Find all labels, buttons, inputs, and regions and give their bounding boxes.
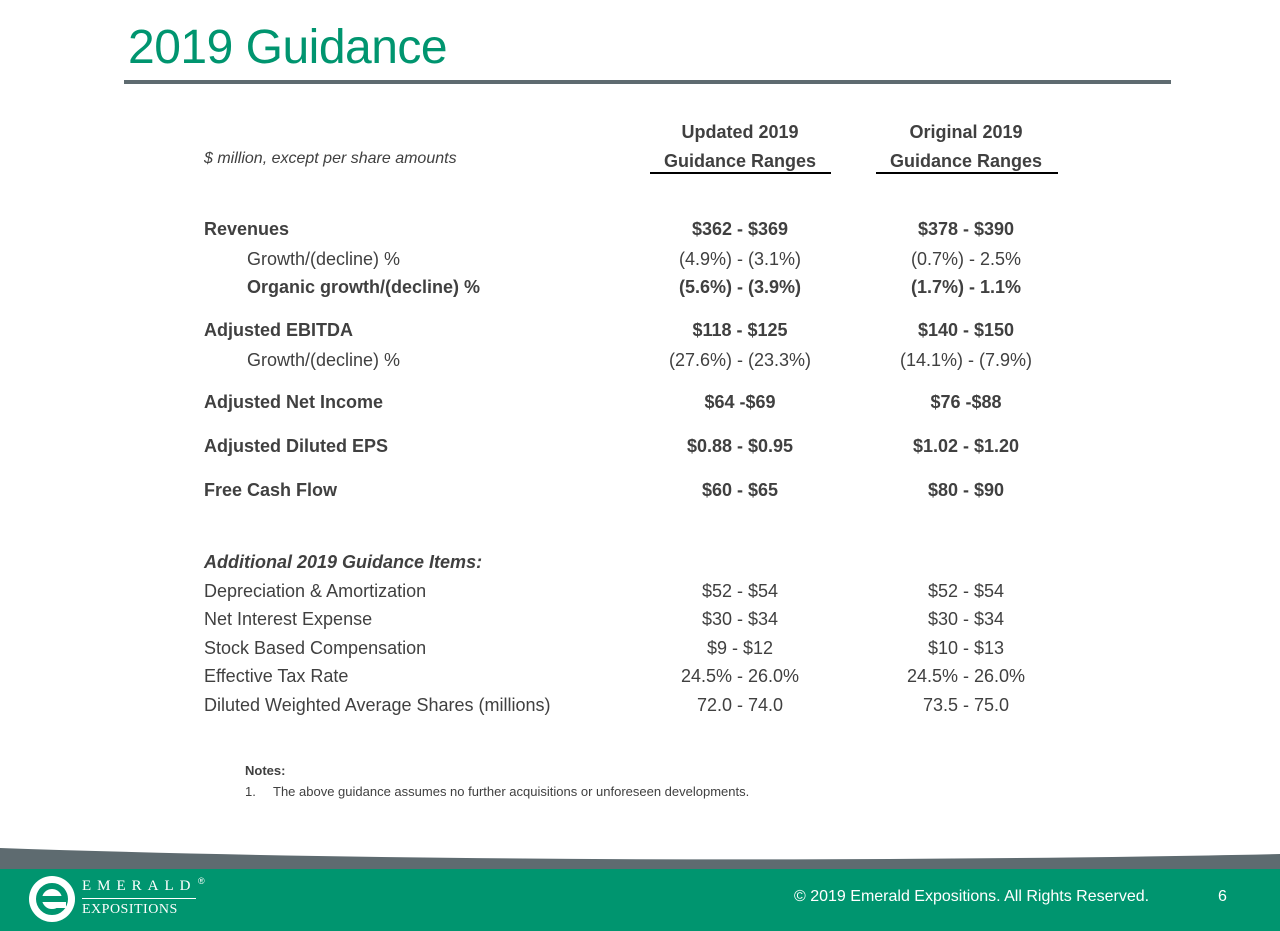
note-text: The above guidance assumes no further ac… (273, 784, 750, 799)
row-updated-value: (27.6%) - (23.3%) (668, 350, 812, 370)
notes-heading: Notes: (245, 763, 286, 778)
row-label: Adjusted Net Income (204, 392, 384, 412)
row-label: Stock Based Compensation (204, 638, 427, 658)
footer-bar (0, 869, 1280, 931)
logo-wordmark-bottom: EXPOSITIONS (82, 902, 178, 917)
page-title: 2019 Guidance (128, 21, 448, 74)
units-note: $ million, except per share amounts (204, 150, 457, 167)
table-row: Growth/(decline) % (4.9%) - (3.1%) (0.7%… (0, 246, 1280, 272)
row-updated-value: $64 -$69 (704, 392, 776, 412)
row-original-value: 73.5 - 75.0 (922, 695, 1010, 715)
col-original-header-line1: Original 2019 (909, 122, 1023, 142)
emerald-logo-icon (29, 876, 75, 922)
registered-mark: ® (198, 876, 205, 886)
additional-items-heading-text: Additional 2019 Guidance Items: (204, 552, 483, 572)
table-row: Net Interest Expense $30 - $34 $30 - $34 (0, 606, 1280, 632)
row-label: Revenues (204, 219, 290, 239)
row-original-value: $52 - $54 (927, 581, 1005, 601)
col-updated-header-line1: Updated 2019 (681, 122, 799, 142)
row-label: Adjusted EBITDA (204, 320, 354, 340)
row-label: Effective Tax Rate (204, 666, 349, 686)
col-original-underline (876, 172, 1058, 174)
table-row: Adjusted Net Income $64 -$69 $76 -$88 (0, 389, 1280, 415)
row-updated-value: $0.88 - $0.95 (686, 436, 794, 456)
col-updated-underline (650, 172, 831, 174)
row-original-value: $140 - $150 (917, 320, 1015, 340)
table-row: Effective Tax Rate 24.5% - 26.0% 24.5% -… (0, 663, 1280, 689)
title-underline (124, 80, 1171, 84)
row-label: Adjusted Diluted EPS (204, 436, 389, 456)
row-label: Growth/(decline) % (247, 350, 401, 370)
row-label: Growth/(decline) % (247, 249, 401, 269)
row-original-value: $1.02 - $1.20 (912, 436, 1020, 456)
row-original-value: (1.7%) - 1.1% (910, 277, 1022, 297)
col-updated-header: Updated 2019 Guidance Ranges (640, 118, 840, 176)
table-row: Organic growth/(decline) % (5.6%) - (3.9… (0, 274, 1280, 300)
row-updated-value: 72.0 - 74.0 (696, 695, 784, 715)
table-row: Revenues $362 - $369 $378 - $390 (0, 216, 1280, 242)
row-updated-value: $362 - $369 (691, 219, 789, 239)
row-updated-value: $9 - $12 (706, 638, 774, 658)
row-original-value: (14.1%) - (7.9%) (899, 350, 1033, 370)
row-label: Net Interest Expense (204, 609, 373, 629)
e-mark-icon (36, 883, 68, 915)
row-updated-value: 24.5% - 26.0% (680, 666, 800, 686)
row-updated-value: $60 - $65 (701, 480, 779, 500)
table-row: Diluted Weighted Average Shares (million… (0, 692, 1280, 718)
table-row: Depreciation & Amortization $52 - $54 $5… (0, 578, 1280, 604)
col-updated-header-line2: Guidance Ranges (663, 151, 817, 171)
table-row: Growth/(decline) % (27.6%) - (23.3%) (14… (0, 347, 1280, 373)
row-original-value: $378 - $390 (917, 219, 1015, 239)
col-original-header: Original 2019 Guidance Ranges (866, 118, 1066, 176)
row-label: Organic growth/(decline) % (247, 277, 481, 297)
additional-items-heading: Additional 2019 Guidance Items: (0, 549, 1280, 575)
row-original-value: (0.7%) - 2.5% (910, 249, 1022, 269)
logo-divider (82, 898, 196, 899)
row-original-value: $30 - $34 (927, 609, 1005, 629)
table-row: Free Cash Flow $60 - $65 $80 - $90 (0, 477, 1280, 503)
logo-wordmark-top: EMERALD (82, 878, 197, 894)
table-row: Stock Based Compensation $9 - $12 $10 - … (0, 635, 1280, 661)
row-original-value: $80 - $90 (927, 480, 1005, 500)
row-updated-value: (5.6%) - (3.9%) (678, 277, 802, 297)
table-row: Adjusted EBITDA $118 - $125 $140 - $150 (0, 317, 1280, 343)
col-original-header-line2: Guidance Ranges (889, 151, 1043, 171)
row-original-value: $76 -$88 (930, 392, 1002, 412)
table-row: Adjusted Diluted EPS $0.88 - $0.95 $1.02… (0, 433, 1280, 459)
note-item: 1. The above guidance assumes no further … (245, 784, 749, 799)
copyright-text: © 2019 Emerald Expositions. All Rights R… (794, 888, 1150, 905)
row-label: Diluted Weighted Average Shares (million… (204, 695, 551, 715)
row-original-value: 24.5% - 26.0% (906, 666, 1026, 686)
row-label: Free Cash Flow (204, 480, 338, 500)
row-updated-value: $118 - $125 (692, 320, 788, 340)
row-updated-value: $52 - $54 (701, 581, 779, 601)
note-number: 1. (245, 784, 256, 799)
row-updated-value: $30 - $34 (701, 609, 779, 629)
page-number: 6 (1218, 888, 1227, 905)
row-original-value: $10 - $13 (927, 638, 1005, 658)
row-updated-value: (4.9%) - (3.1%) (678, 249, 802, 269)
row-label: Depreciation & Amortization (204, 581, 427, 601)
